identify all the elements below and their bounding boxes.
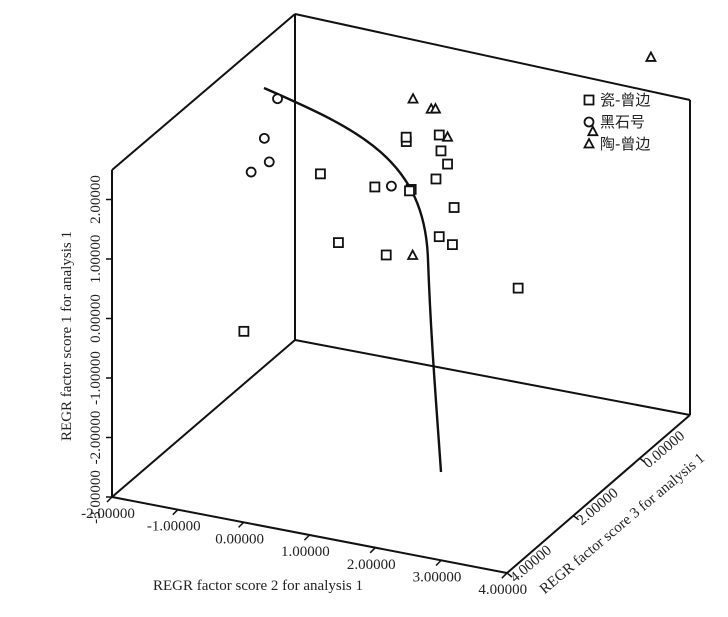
data-point-triangle [586, 124, 599, 137]
data-point-square [512, 282, 524, 294]
x-tick-label: 3.00000 [413, 570, 462, 586]
back-top-edge [294, 13, 691, 101]
series-circle [245, 93, 397, 192]
x-tick-mark [303, 534, 310, 541]
data-point-triangle [406, 248, 419, 260]
y-axis-ticks: -3.00000 -2.00000 -1.00000 0.00000 1.00000 2.… [88, 175, 112, 524]
x-tick-mark [172, 509, 179, 516]
data-point-circle [245, 166, 257, 178]
y-tick-label: -1.00000 [88, 351, 104, 405]
data-point-square [369, 181, 381, 193]
z-tick-mark [506, 572, 513, 578]
x-tick-mark [501, 572, 508, 579]
x-axis-ticks: -2.00000 -1.00000 0.00000 1.00000 2.00000 3.0… [81, 496, 527, 598]
y-tick-label: 2.00000 [88, 175, 104, 224]
y-tick-label: -2.00000 [88, 411, 104, 465]
data-point-triangle [644, 50, 657, 62]
x-tick-mark [435, 559, 442, 567]
data-point-square [435, 145, 447, 157]
series-square [238, 129, 524, 337]
legend-marker-square [583, 94, 595, 106]
data-point-square [315, 168, 326, 180]
data-point-triangle [429, 102, 442, 114]
legend-marker-circle [583, 116, 595, 128]
left-top-edge [111, 13, 296, 171]
data-point-square [400, 131, 412, 143]
z-tick-mark [639, 458, 646, 464]
back-floor-edge [294, 339, 691, 416]
y-tick-label: -3.00000 [88, 470, 104, 524]
legend-label: 陶-曾边 [600, 135, 650, 153]
axes-frame [111, 13, 691, 574]
z-axis-line [506, 414, 691, 574]
x-tick-label: -2.00000 [81, 506, 135, 522]
x-axis-title: REGR factor score 2 for analysis 1 [153, 578, 363, 594]
x-tick-mark [238, 521, 245, 528]
data-point-circle [385, 180, 397, 192]
data-point-triangle [441, 130, 454, 142]
y-tick-label: 1.00000 [88, 235, 104, 284]
z-tick-mark [573, 515, 580, 521]
legend-label: 黑石号 [600, 113, 645, 131]
x-tick-label: -1.00000 [147, 519, 201, 535]
data-point-circle [258, 132, 270, 144]
data-point-square [448, 202, 460, 213]
data-point-square [447, 239, 458, 251]
x-tick-label: 2.00000 [347, 557, 396, 573]
x-tick-label: 0.00000 [215, 531, 264, 547]
x-tick-label: 1.00000 [281, 544, 330, 560]
data-point-square [238, 325, 250, 337]
data-point-square [380, 249, 392, 261]
x-tick-label: 4.00000 [478, 582, 527, 598]
legend-marker-triangle [583, 137, 595, 149]
data-point-square [433, 129, 445, 141]
x-tick-mark [369, 547, 376, 554]
y-tick-label: 0.00000 [88, 294, 104, 343]
data-point-square [333, 237, 344, 249]
y-axis-title: REGR factor score 1 for analysis 1 [59, 231, 75, 441]
x-axis-line [111, 496, 508, 574]
data-point-circle [263, 156, 275, 168]
data-point-square [404, 185, 415, 197]
x-tick-mark [106, 496, 113, 503]
legend-label: 瓷-曾边 [600, 91, 650, 109]
data-point-triangle [407, 92, 420, 104]
floor-left-edge [111, 339, 296, 498]
data-point-square [442, 158, 453, 170]
data-point-square [430, 173, 442, 185]
series-triangle [406, 50, 657, 260]
data-points [238, 50, 657, 337]
data-point-circle [272, 93, 283, 105]
data-point-square [433, 231, 445, 243]
boundary-curve [263, 86, 443, 473]
